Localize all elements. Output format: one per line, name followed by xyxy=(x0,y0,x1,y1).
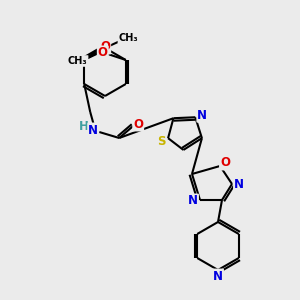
Text: O: O xyxy=(98,46,108,59)
Text: O: O xyxy=(100,40,110,53)
Text: O: O xyxy=(133,118,143,130)
Text: O: O xyxy=(220,157,230,169)
Text: H: H xyxy=(79,121,89,134)
Text: CH₃: CH₃ xyxy=(118,33,138,43)
Text: N: N xyxy=(88,124,98,136)
Text: N: N xyxy=(197,109,207,122)
Text: S: S xyxy=(157,135,165,148)
Text: N: N xyxy=(234,178,244,190)
Text: N: N xyxy=(188,194,198,208)
Text: CH₃: CH₃ xyxy=(68,56,88,66)
Text: N: N xyxy=(213,269,223,283)
